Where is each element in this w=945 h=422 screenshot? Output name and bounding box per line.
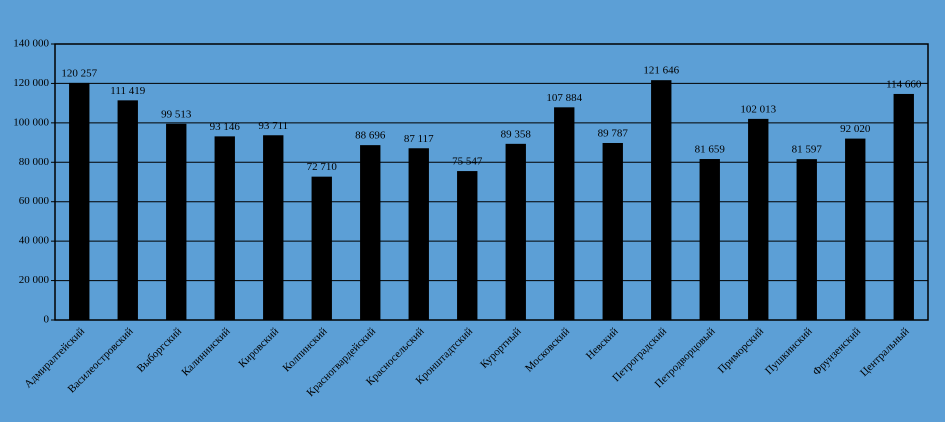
value-label: 111 419 — [110, 85, 145, 97]
bar — [408, 148, 429, 320]
value-label: 89 358 — [501, 128, 532, 140]
bar — [699, 159, 720, 320]
bar — [311, 176, 332, 320]
bar — [651, 80, 672, 321]
bar — [214, 136, 235, 320]
x-tick-label: Центральный — [858, 325, 912, 379]
value-label: 81 659 — [695, 144, 726, 156]
x-tick-label: Невский — [584, 325, 621, 362]
value-label: 92 020 — [840, 123, 871, 135]
x-tick-label: Московский — [523, 325, 572, 374]
y-tick-label: 60 000 — [19, 195, 50, 207]
value-label: 99 513 — [161, 108, 192, 120]
value-label: 89 787 — [598, 128, 629, 140]
bar — [360, 145, 381, 320]
bar — [893, 93, 914, 321]
value-label: 88 696 — [355, 130, 386, 142]
bar — [748, 118, 769, 320]
value-label: 72 710 — [307, 161, 338, 173]
bar — [796, 159, 817, 320]
y-tick-label: 140 000 — [13, 38, 49, 50]
x-tick-label: Выборгский — [135, 325, 184, 374]
bar — [602, 142, 623, 320]
y-tick-label: 120 000 — [13, 77, 49, 89]
value-label: 102 013 — [740, 103, 776, 115]
x-tick-label: Кировский — [236, 325, 281, 370]
x-tick-label: Приморский — [716, 325, 766, 375]
value-label: 107 884 — [546, 92, 582, 104]
bar — [263, 135, 284, 320]
x-tick-label: Курортный — [478, 325, 524, 371]
bar — [505, 143, 526, 320]
value-label: 93 146 — [210, 121, 241, 133]
value-label: 120 257 — [61, 67, 97, 79]
y-tick-label: 20 000 — [19, 274, 50, 286]
y-tick-label: 100 000 — [13, 116, 49, 128]
bar — [845, 138, 866, 320]
bar — [166, 123, 187, 320]
x-tick-label: Колпинский — [281, 325, 330, 374]
bar — [117, 100, 138, 320]
y-tick-label: 40 000 — [19, 235, 50, 247]
y-tick-label: 80 000 — [19, 156, 50, 168]
value-label: 114 660 — [886, 78, 922, 90]
value-label: 81 597 — [792, 144, 823, 156]
value-label: 121 646 — [643, 65, 679, 77]
y-tick-label: 0 — [44, 314, 50, 326]
value-label: 93 711 — [258, 120, 288, 132]
bar — [457, 171, 478, 320]
value-label: 75 547 — [452, 156, 483, 168]
x-tick-label: Калининский — [179, 325, 232, 378]
x-tick-label: Пушкинский — [763, 325, 815, 377]
value-label: 87 117 — [404, 133, 434, 145]
bar — [554, 107, 575, 321]
bar — [69, 82, 90, 321]
x-tick-label: Фрунзенский — [810, 325, 863, 378]
